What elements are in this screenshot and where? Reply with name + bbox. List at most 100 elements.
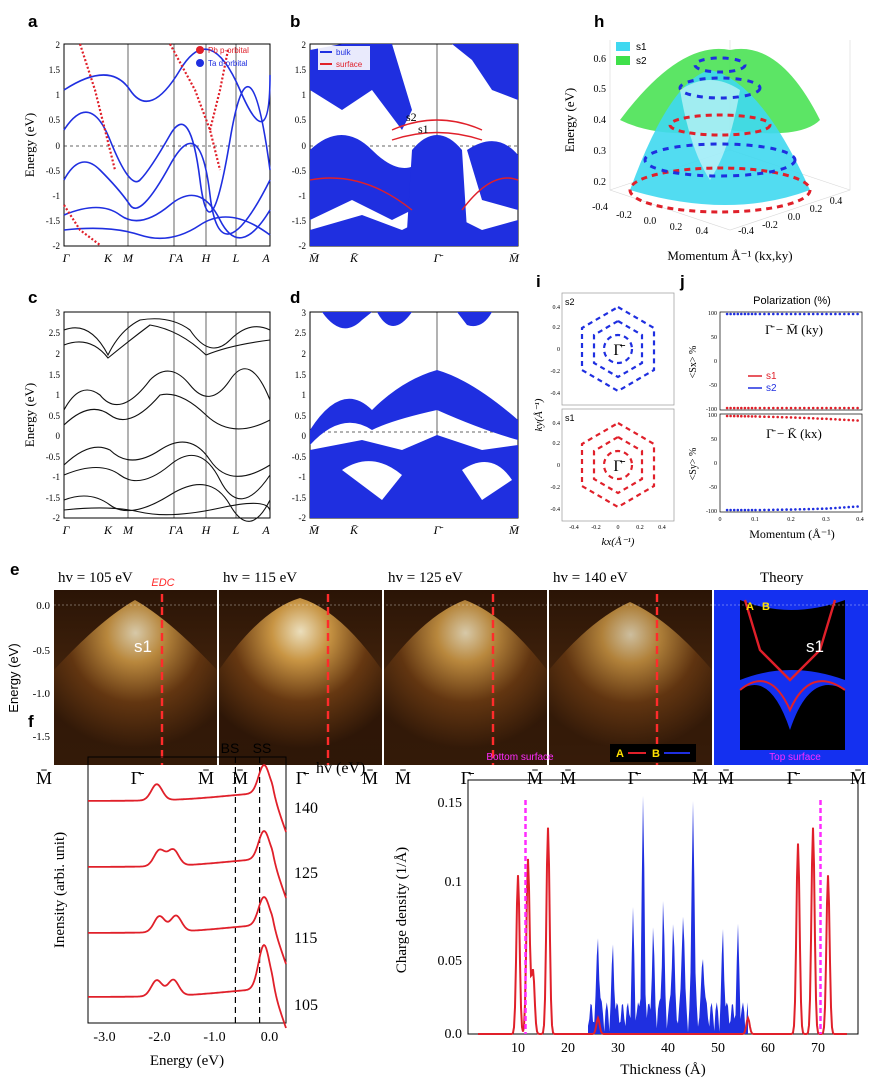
ytick: -0.5 xyxy=(292,166,307,176)
polarization-dot xyxy=(820,406,824,410)
ytick: 2 xyxy=(302,349,307,359)
polarization-dot xyxy=(785,508,788,511)
xtick: Γ̄ xyxy=(296,768,309,788)
polarization-dot xyxy=(763,415,766,418)
panel-i-spin-texture: s2 s1 Γ̄ Γ̄ 0.4 0.2 0 -0.2 -0.4 0.4 0.2 … xyxy=(533,292,675,548)
polarization-dot xyxy=(732,406,736,410)
polarization-dot xyxy=(816,312,819,316)
xtick: 0.2 xyxy=(787,517,795,523)
polarization-dot xyxy=(767,406,771,410)
xtick: M̄ xyxy=(508,251,520,265)
polarization-dot xyxy=(732,508,736,512)
ytick: 0.5 xyxy=(49,115,61,125)
polarization-dot xyxy=(825,507,828,510)
polarization-dot xyxy=(838,506,842,509)
annot-s2: s2 xyxy=(406,110,417,124)
polarization-dot xyxy=(816,507,819,511)
ztick: 0.6 xyxy=(594,54,607,65)
panel-label-c: c xyxy=(28,288,38,307)
polarization-dot xyxy=(785,406,788,410)
xtick: 0.4 xyxy=(856,517,864,523)
polarization-dot xyxy=(729,312,732,316)
polarization-dot xyxy=(729,414,732,418)
xtick: Γ̄ xyxy=(131,768,144,788)
xtick: 0.3 xyxy=(822,517,830,523)
polarization-dot xyxy=(838,312,842,316)
panel-label-b: b xyxy=(290,12,301,31)
ytick: 1 xyxy=(302,390,307,400)
polarization-dot xyxy=(803,507,806,511)
polarization-dot xyxy=(780,312,784,316)
ytick: -1.5 xyxy=(33,731,51,743)
xtick: M̄ xyxy=(508,523,520,537)
polarization-dot xyxy=(780,406,784,410)
series-b-area xyxy=(588,795,748,1034)
xtick: 0.2 xyxy=(636,525,644,531)
polarization-dot xyxy=(736,414,740,418)
photon-105: hv = 105 eV xyxy=(58,570,133,586)
ytick: -1 xyxy=(53,191,61,201)
polarization-dot xyxy=(838,406,842,410)
polarization-dot xyxy=(789,406,793,410)
ytick: -2 xyxy=(53,513,61,523)
polarization-dot xyxy=(847,418,850,422)
polarization-dot xyxy=(807,312,811,316)
legend-b: B xyxy=(652,748,660,760)
xtick: L xyxy=(232,523,240,537)
polarization-dot xyxy=(798,312,802,316)
ytick: 0 xyxy=(714,461,717,467)
polarization-dot xyxy=(743,406,747,410)
ytick: 0.2 xyxy=(553,325,561,331)
hv-125: 125 xyxy=(294,865,318,882)
xtick: H xyxy=(201,523,212,537)
polarization-dot xyxy=(725,406,729,410)
ytick: -1 xyxy=(299,191,307,201)
xtick: -2.0 xyxy=(148,1030,170,1045)
xlabel: kx(Å⁻¹) xyxy=(602,536,635,548)
ytick: 2.5 xyxy=(49,328,61,338)
ytick: -100 xyxy=(706,407,717,413)
polarization-dot xyxy=(789,312,793,316)
polarization-dot xyxy=(851,312,855,316)
polarization-dot xyxy=(851,505,855,509)
xtick: Γ̄ xyxy=(461,768,474,788)
xtick: 0.4 xyxy=(658,525,666,531)
hv-105: 105 xyxy=(294,997,318,1014)
xtick: M̄ xyxy=(527,768,543,788)
ytick: -1 xyxy=(299,472,307,482)
polarization-dot xyxy=(847,312,850,316)
legend-s2: s2 xyxy=(636,56,647,67)
polarization-dot xyxy=(776,406,779,410)
ytick: 1 xyxy=(56,90,61,100)
ylabel-top: <Sx> % xyxy=(688,346,699,379)
polarization-dot xyxy=(729,508,732,512)
polarization-dot xyxy=(758,406,762,410)
legend-s2: s2 xyxy=(766,383,777,394)
polarization-dot xyxy=(736,312,740,316)
ytick: 1.5 xyxy=(49,370,61,380)
photon-140: hv = 140 eV xyxy=(553,570,628,586)
polarization-dot xyxy=(798,508,802,511)
ytick: 0.15 xyxy=(438,796,463,811)
xtick: 50 xyxy=(711,1041,725,1056)
ytick: 1.5 xyxy=(49,65,61,75)
ylabel: Energy (eV) xyxy=(22,383,37,447)
polarization-dot xyxy=(743,312,747,316)
photon-125: hv = 125 eV xyxy=(388,570,463,586)
xtick: M̄ xyxy=(560,768,576,788)
ytick: -0.5 xyxy=(46,452,61,462)
polarization-dot xyxy=(829,312,833,316)
polarization-dot xyxy=(725,414,729,418)
ylabel: ky(Å⁻¹) xyxy=(533,398,545,431)
arpes-maps xyxy=(54,590,868,765)
xtick: M̄ xyxy=(308,251,320,265)
polarization-dot xyxy=(732,312,736,316)
polarization-dot xyxy=(754,312,757,316)
polarization-dot xyxy=(825,312,828,316)
xtick: M xyxy=(122,523,134,537)
ylabel: Charge density (1/Å) xyxy=(394,847,410,973)
path-top: Γ̄ − M̄ (ky) xyxy=(765,322,823,337)
ytick: 2.5 xyxy=(295,328,307,338)
ytick: 0 xyxy=(557,347,560,353)
ytick: 100 xyxy=(708,413,717,419)
